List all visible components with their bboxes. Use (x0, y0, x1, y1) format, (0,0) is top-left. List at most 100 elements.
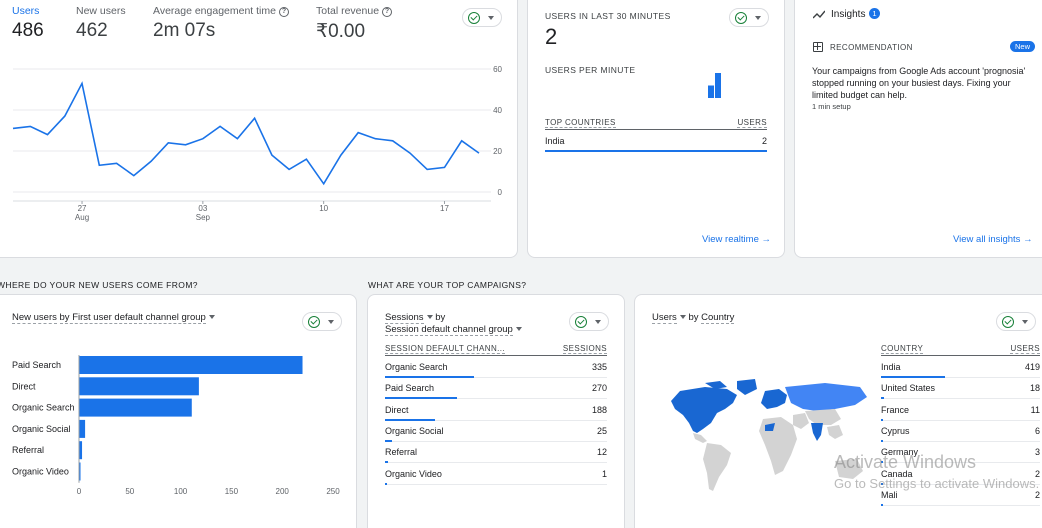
view-realtime-link[interactable]: View realtime → (702, 234, 771, 245)
check-circle-icon (735, 12, 747, 24)
check-circle-icon (468, 12, 480, 24)
row-value: 335 (591, 362, 607, 372)
bar (79, 462, 81, 481)
new-users-header[interactable]: New users by First user default channel … (12, 312, 215, 324)
activate-windows-watermark: Activate Windows (834, 452, 977, 472)
metric-users-value: 486 (12, 20, 44, 41)
bar (79, 356, 303, 374)
row-value: 6 (1034, 425, 1040, 436)
row-label: Organic Social (385, 425, 444, 436)
metric-users-label[interactable]: Users (12, 5, 40, 17)
col-channel-group[interactable]: SESSION DEFAULT CHANN... (385, 344, 505, 354)
campaigns-check-button[interactable] (569, 312, 609, 331)
y-tick-label: 60 (493, 65, 502, 74)
bar-category-label: Paid Search (12, 360, 61, 370)
table-header: SESSION DEFAULT CHANN... SESSIONS (385, 344, 607, 356)
table-row[interactable]: Referral 12 (385, 442, 607, 464)
dimension-selector[interactable]: Country (701, 312, 735, 324)
help-icon[interactable]: ? (278, 7, 289, 17)
dropdown-arrow-icon (755, 16, 761, 20)
x-tick-label: 200 (276, 487, 290, 496)
row-share-bar (881, 439, 883, 442)
by-label: by (435, 312, 446, 323)
view-all-insights-link[interactable]: View all insights → (953, 234, 1033, 245)
y-tick-label: 40 (493, 106, 502, 115)
col-users[interactable]: USERS (1010, 344, 1040, 354)
check-circle-icon (1002, 316, 1014, 328)
table-row[interactable]: Germany 3 (881, 442, 1040, 464)
new-badge: New (1010, 41, 1036, 52)
table-header: TOP COUNTRIES USERS (545, 118, 767, 130)
campaigns-header[interactable]: Sessions by Session default channel grou… (385, 312, 522, 336)
metric-engagement-label[interactable]: Average engagement time? (153, 5, 289, 17)
dropdown-arrow-icon (426, 315, 433, 319)
table-row[interactable]: Organic Video 1 (385, 464, 607, 485)
country-check-button[interactable] (996, 312, 1036, 331)
table-row[interactable]: Paid Search 270 (385, 378, 607, 400)
y-tick-label: 0 (498, 188, 503, 197)
country-table: COUNTRY USERS India 419 United States 18 Fra… (881, 344, 1040, 528)
row-value: 3 (1034, 447, 1040, 458)
dropdown-arrow-icon (515, 327, 522, 331)
row-share-bar (385, 461, 389, 464)
table-row[interactable]: Cyprus 6 (881, 421, 1040, 442)
row-value: 18 (1029, 383, 1040, 394)
table-row[interactable]: Canada 2 (881, 464, 1040, 485)
metric-selector[interactable]: New users (12, 312, 57, 324)
col-top-countries[interactable]: TOP COUNTRIES (545, 118, 616, 128)
row-share-bar (385, 482, 388, 485)
metric-new-users-label[interactable]: New users (76, 5, 126, 17)
realtime-check-button[interactable] (729, 8, 769, 27)
row-value: 11 (1030, 404, 1040, 415)
new-users-section-title: WHERE DO YOUR NEW USERS COME FROM? (0, 280, 198, 290)
x-tick-month: Sep (196, 213, 211, 222)
bar (79, 377, 199, 396)
row-label: France (881, 404, 910, 415)
dimension-selector[interactable]: Session default channel group (385, 324, 513, 336)
table-row[interactable]: Mali 2 (881, 485, 1040, 506)
table-row[interactable]: Organic Search 335 (385, 357, 607, 378)
campaigns-table: SESSION DEFAULT CHANN... SESSIONS Organi… (385, 344, 607, 528)
x-tick-day: 17 (440, 204, 449, 213)
row-label: Cyprus (881, 425, 910, 436)
by-label: by (688, 312, 699, 323)
country-header[interactable]: Users by Country (652, 312, 735, 324)
x-tick-label: 50 (125, 487, 134, 496)
overview-card: Users 486 New users 462 Average engageme… (0, 0, 518, 258)
col-users[interactable]: USERS (737, 118, 767, 128)
table-row[interactable]: India 419 (881, 357, 1040, 378)
metric-new-users-value: 462 (76, 20, 108, 41)
table-row[interactable]: United States 18 (881, 378, 1040, 400)
campaigns-section-title: WHAT ARE YOUR TOP CAMPAIGNS? (368, 280, 527, 290)
metric-engagement-value: 2m 07s (153, 20, 216, 41)
row-share-bar (385, 376, 474, 378)
x-tick-label: 150 (225, 487, 239, 496)
col-country[interactable]: COUNTRY (881, 344, 924, 354)
new-users-check-button[interactable] (302, 312, 342, 331)
dropdown-arrow-icon (1022, 320, 1028, 324)
table-row[interactable]: Organic Social 25 (385, 421, 607, 442)
metric-revenue-label[interactable]: Total revenue? (316, 5, 393, 17)
per-minute-label: USERS PER MINUTE (545, 65, 636, 75)
metric-selector[interactable]: Sessions (385, 312, 424, 324)
compare-check-button[interactable] (462, 8, 502, 27)
table-row[interactable]: France 11 (881, 400, 1040, 421)
dimension-selector[interactable]: by First user default channel group (59, 312, 206, 324)
new-users-card: New users by First user default channel … (0, 294, 357, 528)
bar (79, 398, 192, 417)
metric-selector[interactable]: Users (652, 312, 677, 324)
row-value: 419 (1024, 362, 1040, 372)
bar-category-label: Organic Video (12, 467, 69, 477)
bar-category-label: Organic Search (12, 403, 75, 413)
help-icon[interactable]: ? (382, 7, 393, 17)
row-share-bar (881, 376, 945, 378)
x-tick-day: 03 (198, 204, 207, 213)
col-sessions[interactable]: SESSIONS (562, 344, 607, 354)
table-row[interactable]: Direct 188 (385, 400, 607, 421)
dropdown-arrow-icon (328, 320, 334, 324)
row-label: Direct (385, 404, 409, 415)
row-share-bar (385, 397, 457, 400)
insights-trend-icon (813, 10, 825, 19)
bar (79, 441, 83, 460)
